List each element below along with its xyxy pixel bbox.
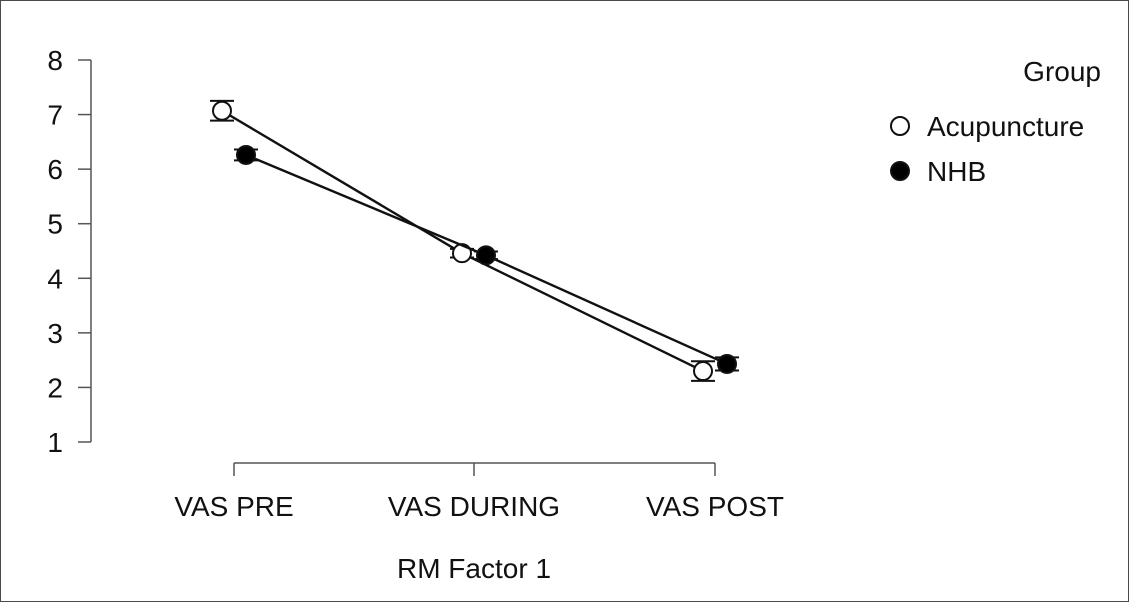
data-point xyxy=(694,362,712,380)
y-tick-label: 4 xyxy=(47,263,63,294)
y-tick-label: 2 xyxy=(47,372,63,403)
legend-label: NHB xyxy=(927,156,986,187)
legend-open-circle-icon xyxy=(891,117,909,135)
legend-filled-circle-icon xyxy=(891,162,909,180)
legend: Group Acupuncture NHB xyxy=(891,56,1101,187)
y-tick-label: 5 xyxy=(47,209,63,240)
x-tick-label: VAS POST xyxy=(646,491,784,522)
y-tick-label: 3 xyxy=(47,318,63,349)
legend-title: Group xyxy=(1023,56,1101,87)
x-axis: VAS PRE VAS DURING VAS POST xyxy=(174,463,784,522)
x-tick-label: VAS DURING xyxy=(388,491,560,522)
y-tick-label: 1 xyxy=(47,427,63,458)
data-point xyxy=(213,102,231,120)
data-point xyxy=(477,246,495,264)
y-tick-label: 7 xyxy=(47,100,63,131)
y-axis: 1 2 3 4 5 6 7 8 xyxy=(47,45,91,458)
x-tick-label: VAS PRE xyxy=(174,491,293,522)
y-tick-label: 6 xyxy=(47,154,63,185)
series-line xyxy=(222,111,703,371)
y-tick-label: 8 xyxy=(47,45,63,76)
series-acupuncture xyxy=(210,101,715,381)
x-axis-label: RM Factor 1 xyxy=(397,553,551,584)
data-point xyxy=(237,146,255,164)
data-point xyxy=(718,355,736,373)
legend-label: Acupuncture xyxy=(927,111,1084,142)
plot-series xyxy=(210,101,739,381)
series-nhb xyxy=(234,146,739,373)
